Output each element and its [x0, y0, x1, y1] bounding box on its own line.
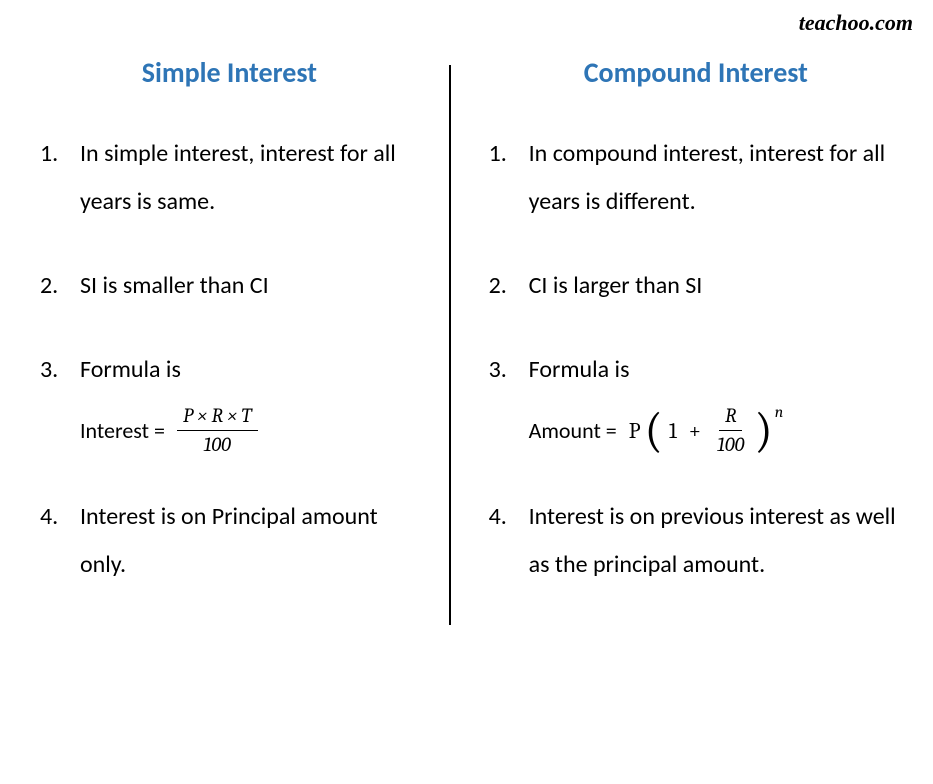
- formula-intro: Formula is: [529, 355, 630, 384]
- comparison-container: Simple Interest 1. In simple interest, i…: [20, 55, 913, 625]
- column-divider: [449, 65, 451, 625]
- item-text: Formula is Interest = P × R × T 100: [80, 346, 419, 457]
- simple-interest-column: Simple Interest 1. In simple interest, i…: [20, 55, 449, 625]
- si-heading: Simple Interest: [40, 55, 419, 90]
- ci-frac-num: R: [719, 404, 742, 431]
- item-number: 1.: [40, 130, 80, 226]
- list-item: 1. In simple interest, interest for all …: [40, 130, 419, 226]
- one: 1: [669, 409, 677, 453]
- ci-principal: P: [629, 409, 641, 453]
- item-number: 3.: [489, 346, 529, 457]
- item-number: 3.: [40, 346, 80, 457]
- item-text: Interest is on Principal amount only.: [80, 493, 419, 589]
- si-denominator: 100: [198, 431, 237, 457]
- ci-formula-label: Amount =: [529, 409, 617, 453]
- item-text: Interest is on previous interest as well…: [529, 493, 903, 589]
- plus: +: [689, 409, 701, 453]
- list-item: 1. In compound interest, interest for al…: [489, 130, 903, 226]
- ci-formula: Amount = P ( 1 + R 100 ) n: [529, 404, 903, 457]
- left-paren: (: [644, 407, 662, 455]
- si-formula-label: Interest =: [80, 409, 165, 453]
- item-number: 4.: [40, 493, 80, 589]
- item-text: Formula is Amount = P ( 1 + R 100: [529, 346, 903, 457]
- list-item: 3. Formula is Amount = P ( 1 + R 100: [489, 346, 903, 457]
- item-number: 2.: [40, 262, 80, 310]
- watermark: teachoo.com: [799, 10, 913, 36]
- ci-frac-den: 100: [711, 431, 750, 457]
- list-item: 4. Interest is on previous interest as w…: [489, 493, 903, 589]
- item-text: SI is smaller than CI: [80, 262, 419, 310]
- list-item: 2. SI is smaller than CI: [40, 262, 419, 310]
- right-paren: ): [754, 407, 772, 455]
- ci-exponent: n: [775, 396, 784, 428]
- item-number: 1.: [489, 130, 529, 226]
- ci-heading: Compound Interest: [489, 55, 903, 90]
- ci-list: 1. In compound interest, interest for al…: [489, 130, 903, 589]
- si-numerator: P × R × T: [177, 404, 258, 431]
- compound-interest-column: Compound Interest 1. In compound interes…: [449, 55, 913, 625]
- formula-intro: Formula is: [80, 355, 181, 384]
- ci-fraction: R 100: [711, 404, 750, 457]
- paren-content: 1 + R 100: [663, 404, 755, 457]
- item-text: CI is larger than SI: [529, 262, 903, 310]
- item-text: In compound interest, interest for all y…: [529, 130, 903, 226]
- item-text: In simple interest, interest for all yea…: [80, 130, 419, 226]
- si-fraction: P × R × T 100: [177, 404, 258, 457]
- list-item: 4. Interest is on Principal amount only.: [40, 493, 419, 589]
- si-formula: Interest = P × R × T 100: [80, 404, 419, 457]
- item-number: 2.: [489, 262, 529, 310]
- si-list: 1. In simple interest, interest for all …: [40, 130, 419, 589]
- list-item: 2. CI is larger than SI: [489, 262, 903, 310]
- item-number: 4.: [489, 493, 529, 589]
- list-item: 3. Formula is Interest = P × R × T 100: [40, 346, 419, 457]
